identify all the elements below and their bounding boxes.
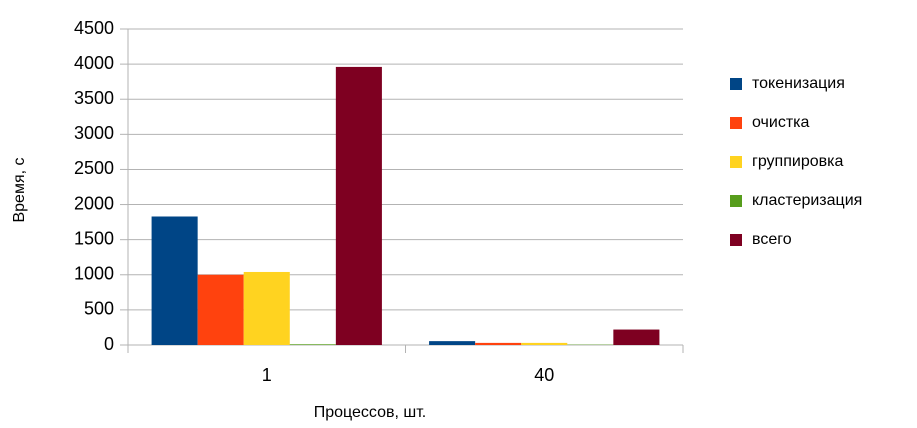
x-axis-label: Процессов, шт. <box>314 404 426 421</box>
legend-label: очистка <box>752 114 810 131</box>
bar <box>335 66 382 346</box>
legend-swatch <box>730 234 742 246</box>
legend-swatch <box>730 195 742 207</box>
legend-swatch <box>730 156 742 168</box>
bar <box>521 342 568 345</box>
bar <box>613 329 660 345</box>
y-tick-label: 1500 <box>74 228 114 248</box>
x-tick-label: 1 <box>262 365 272 385</box>
bar <box>289 344 336 345</box>
legend-swatch <box>730 117 742 129</box>
legend-label: токенизация <box>752 75 845 92</box>
bar <box>197 274 244 345</box>
legend-swatch <box>730 78 742 90</box>
bar <box>475 342 522 345</box>
y-tick-label: 4500 <box>74 18 114 38</box>
bar <box>429 341 476 345</box>
y-axis-label: Время, с <box>11 157 28 222</box>
y-tick-label: 2500 <box>74 158 114 178</box>
bar <box>151 216 198 345</box>
legend-label: кластеризация <box>752 192 862 209</box>
bar <box>243 271 290 345</box>
y-tick-label: 500 <box>84 299 114 319</box>
y-tick-label: 3500 <box>74 88 114 108</box>
y-tick-label: 0 <box>104 334 114 354</box>
legend-label: всего <box>752 231 792 248</box>
y-tick-label: 3000 <box>74 123 114 143</box>
x-tick-label: 40 <box>534 365 554 385</box>
y-tick-label: 2000 <box>74 193 114 213</box>
y-tick-label: 1000 <box>74 264 114 284</box>
y-tick-label: 4000 <box>74 53 114 73</box>
legend-label: группировка <box>752 153 843 170</box>
